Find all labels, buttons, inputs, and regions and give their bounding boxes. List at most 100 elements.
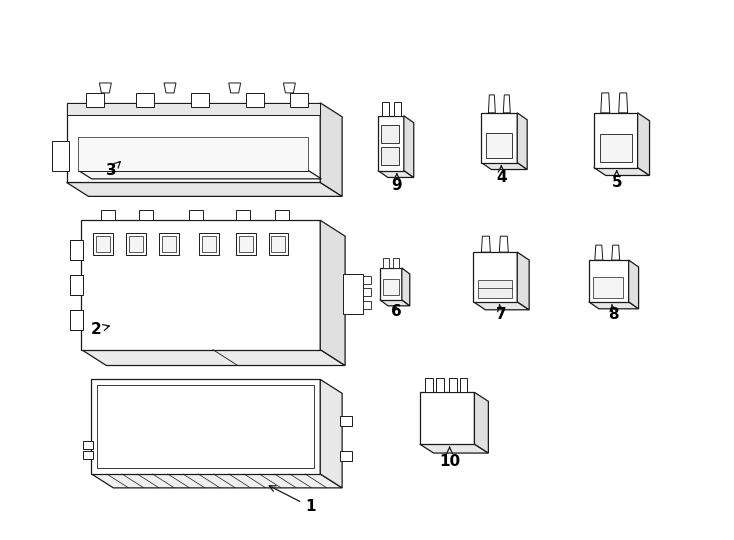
Bar	[343, 274, 363, 314]
Bar	[84, 451, 93, 459]
Polygon shape	[517, 252, 529, 310]
Polygon shape	[99, 83, 112, 93]
Bar	[383, 258, 389, 268]
Bar	[459, 379, 468, 393]
Polygon shape	[517, 113, 527, 170]
Bar	[93, 233, 113, 255]
Text: 6: 6	[391, 304, 402, 319]
Polygon shape	[380, 300, 410, 306]
Bar	[363, 276, 371, 284]
Bar	[272, 236, 286, 252]
Polygon shape	[81, 220, 320, 349]
Bar	[189, 210, 203, 220]
Polygon shape	[482, 113, 517, 163]
Polygon shape	[164, 83, 176, 93]
Polygon shape	[92, 380, 320, 474]
Bar	[600, 134, 632, 161]
Bar	[67, 103, 320, 115]
Bar	[593, 277, 622, 298]
Text: 7: 7	[496, 305, 506, 322]
Polygon shape	[474, 393, 488, 453]
Polygon shape	[482, 236, 490, 252]
Bar	[70, 310, 84, 330]
Bar	[479, 280, 512, 298]
Polygon shape	[594, 167, 650, 176]
Polygon shape	[320, 220, 345, 366]
Text: 1: 1	[269, 486, 316, 514]
Bar	[98, 386, 314, 468]
Polygon shape	[504, 95, 510, 113]
Polygon shape	[473, 252, 517, 302]
Bar	[393, 258, 399, 268]
Polygon shape	[499, 236, 508, 252]
Bar	[448, 379, 457, 393]
Bar	[236, 210, 250, 220]
Text: 3: 3	[106, 161, 120, 178]
Polygon shape	[79, 171, 321, 179]
Polygon shape	[638, 113, 650, 176]
Bar	[340, 416, 352, 426]
Bar	[269, 233, 288, 255]
Polygon shape	[601, 93, 610, 113]
Text: 2: 2	[91, 322, 109, 337]
Bar	[139, 210, 153, 220]
Bar	[202, 236, 216, 252]
Bar	[87, 93, 104, 107]
Text: 5: 5	[611, 171, 622, 190]
Bar	[70, 275, 84, 295]
Bar	[363, 288, 371, 296]
Polygon shape	[67, 183, 342, 197]
Polygon shape	[320, 380, 342, 488]
Polygon shape	[401, 268, 410, 306]
Bar	[162, 236, 176, 252]
Bar	[383, 279, 399, 295]
Polygon shape	[589, 302, 639, 309]
Bar	[51, 140, 68, 171]
Polygon shape	[595, 245, 603, 260]
Bar	[436, 379, 443, 393]
Text: 10: 10	[439, 447, 460, 469]
Text: 9: 9	[391, 174, 402, 193]
Bar	[340, 451, 352, 461]
Polygon shape	[378, 171, 414, 178]
Polygon shape	[611, 245, 619, 260]
Bar	[275, 210, 289, 220]
Bar	[129, 236, 143, 252]
Bar	[236, 233, 255, 255]
Polygon shape	[283, 83, 295, 93]
Bar	[291, 93, 308, 107]
Bar	[79, 137, 308, 171]
Polygon shape	[378, 116, 404, 171]
Polygon shape	[482, 163, 527, 170]
Polygon shape	[67, 103, 320, 183]
Bar	[84, 441, 93, 449]
Polygon shape	[229, 83, 241, 93]
Bar	[381, 125, 399, 143]
Bar	[246, 93, 264, 107]
Bar	[70, 240, 84, 260]
Bar	[159, 233, 179, 255]
Bar	[381, 147, 399, 165]
Polygon shape	[594, 113, 638, 167]
Polygon shape	[320, 103, 342, 197]
Bar	[363, 301, 371, 309]
Bar	[425, 379, 432, 393]
Bar	[382, 102, 389, 116]
Bar	[239, 236, 252, 252]
Polygon shape	[92, 474, 342, 488]
Polygon shape	[420, 444, 488, 453]
Bar	[126, 233, 146, 255]
Polygon shape	[619, 93, 628, 113]
Polygon shape	[488, 95, 495, 113]
Polygon shape	[628, 260, 639, 309]
Polygon shape	[380, 268, 401, 300]
Polygon shape	[404, 116, 414, 178]
Text: 4: 4	[496, 166, 506, 185]
Bar	[394, 102, 401, 116]
Polygon shape	[589, 260, 628, 302]
Polygon shape	[81, 349, 345, 366]
Polygon shape	[473, 302, 529, 310]
Bar	[487, 133, 512, 158]
Bar	[137, 93, 154, 107]
Bar	[191, 93, 208, 107]
